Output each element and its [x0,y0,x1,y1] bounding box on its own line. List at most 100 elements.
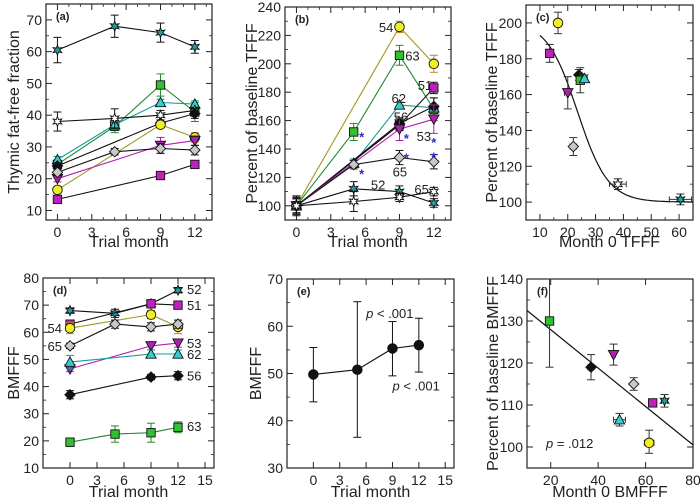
series-line [57,113,195,167]
data-point [172,347,184,359]
data-point [51,166,64,179]
data-point [110,429,120,439]
data-point [607,349,620,361]
annotation: 54 [48,321,62,336]
x-axis-label: Trial month [331,484,410,501]
point-s52 [659,394,670,408]
data-point [567,140,580,153]
data-point [145,347,157,359]
x-tick-label: 6 [362,472,370,488]
significance-asterisk: * [431,149,437,164]
data-point [109,112,121,125]
series-line [69,353,178,363]
x-tick-label: 60 [671,224,687,240]
x-tick-label: 12 [170,472,186,488]
data-point [173,300,183,310]
data-point [65,437,75,447]
y-axis-label: Percent of baseline TFFF [244,23,261,203]
data-point [172,283,184,297]
data-point [109,318,121,330]
data-point [393,151,406,164]
panel-c: 10 20 30 40 50 60 100 120 140 160 180 200 Month 0 TF… [484,4,694,251]
annotation: 51 [187,298,201,313]
data-point [188,144,201,156]
significance-asterisk: * [359,166,365,181]
annotation: 62 [391,91,405,106]
y-tick-label: 30 [26,139,42,155]
series-s52 [64,283,184,320]
series-line [69,323,179,347]
data-point [612,177,624,191]
annotation: 65 [393,165,407,180]
panel-label: (e) [297,286,311,298]
x-axis-label: Trial month [328,234,407,251]
data-point [146,428,156,438]
data-point [585,361,597,374]
data-point [52,194,63,205]
data-point [52,115,63,128]
annotation: 63 [187,419,201,434]
y-tick-label: 200 [499,15,523,31]
series-s51 [65,299,183,329]
data-point [429,83,439,93]
point-s63 [544,278,555,368]
y-tick-label: 120 [500,355,524,371]
x-tick-label: 9 [396,224,404,240]
annotation: 63 [405,48,419,63]
x-tick-label: 3 [336,472,344,488]
y-tick-label: 240 [258,0,282,15]
series-s53 [51,135,201,185]
data-point [544,316,555,326]
data-point [145,371,157,383]
data-point [64,304,76,317]
y-tick-label: 120 [258,169,282,185]
y-tick-label: 160 [258,113,282,129]
data-point [173,422,183,432]
data-point [643,437,655,449]
p-symbol: p [365,306,373,321]
data-point [674,193,686,206]
x-tick-label: 40 [590,472,606,488]
y-tick-label: 70 [26,12,42,28]
data-point [155,80,166,90]
data-point [627,378,640,390]
series-s56 [64,369,184,401]
panel-label: (a) [56,11,70,23]
y-tick-label: 160 [499,87,523,103]
x-axis-label: Trial month [89,234,168,251]
x-tick-label: 20 [543,472,559,488]
series-line [57,25,196,51]
point-s65a [567,137,580,156]
series-s51 [52,159,200,205]
y-tick-label: 130 [500,313,524,329]
x-tick-label: 9 [157,224,165,240]
annotation: 52 [187,282,201,297]
annotation: p = .012 [545,436,593,451]
y-tick-label: 70 [267,271,283,287]
data-point [428,185,440,198]
annotation: 56 [187,369,201,384]
annotation: 54 [379,20,393,35]
data-point [64,322,76,334]
p-symbol: p [545,436,553,451]
data-point [172,318,184,330]
data-point [188,107,201,120]
data-point [172,369,184,382]
point-s52 [668,193,693,206]
point-s54 [552,11,564,35]
x-tick-label: 0 [54,224,62,240]
series-s62 [64,347,184,370]
data-point [394,50,405,60]
y-tick-label: 100 [499,194,523,210]
annotation: p < .001 [365,306,413,321]
y-tick-label: 120 [499,158,523,174]
fit-curve [539,34,693,203]
x-tick-label: 0 [66,472,74,488]
y-tick-label: 180 [499,51,523,67]
data-point [578,72,591,84]
y-tick-label: 50 [26,75,42,91]
data-point [189,40,201,54]
data-point [291,199,302,213]
x-tick-label: 50 [643,224,659,240]
